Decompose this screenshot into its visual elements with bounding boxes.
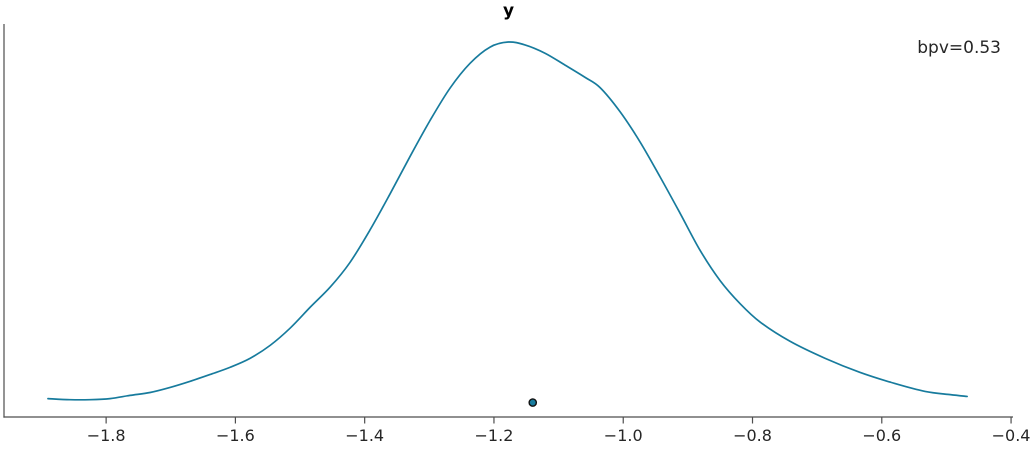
- observed-value-marker: [528, 398, 538, 407]
- x-tick-label: −1.2: [475, 426, 514, 445]
- x-tick-label: −0.8: [733, 426, 772, 445]
- x-tick-label: −1.8: [87, 426, 126, 445]
- bpv-annotation: bpv=0.53: [917, 38, 1001, 58]
- x-axis-ticks: −1.8 −1.6 −1.4 −1.2 −1.0 −0.8 −0.6 −0.4: [87, 417, 1031, 445]
- x-tick-label: −1.6: [216, 426, 255, 445]
- x-tick-label: −1.0: [604, 426, 643, 445]
- x-tick-label: −1.4: [345, 426, 384, 445]
- x-tick-label: −0.6: [862, 426, 901, 445]
- x-tick-label: −0.4: [992, 426, 1031, 445]
- plot-title: y: [503, 1, 514, 21]
- kde-curve: [47, 41, 968, 401]
